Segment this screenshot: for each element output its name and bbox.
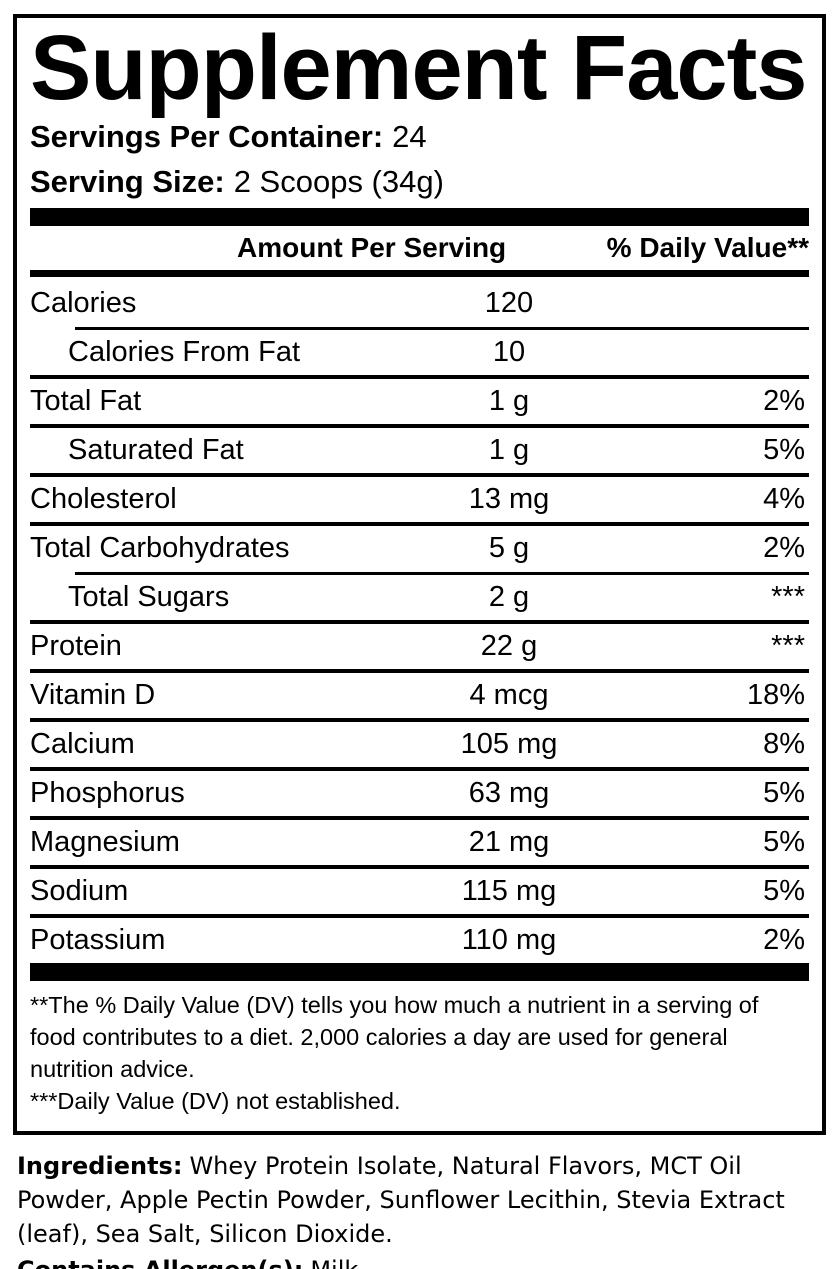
nutrient-amount: 2 g bbox=[488, 581, 530, 613]
serving-size: Serving Size: 2 Scoops (34g) bbox=[30, 159, 809, 204]
nutrient-row: Sodium 115 mg 5% bbox=[30, 865, 809, 914]
nutrient-dv: *** bbox=[771, 581, 805, 613]
nutrient-name: Total Fat bbox=[30, 385, 142, 417]
nutrient-amount: 105 mg bbox=[460, 728, 558, 760]
nutrient-name: Protein bbox=[30, 630, 122, 662]
allergens-value: Milk bbox=[310, 1256, 358, 1269]
nutrient-name: Calories From Fat bbox=[68, 336, 301, 368]
servings-per-container: Servings Per Container: 24 bbox=[30, 114, 809, 159]
supplement-facts-panel: Supplement Facts Servings Per Container:… bbox=[13, 14, 826, 1135]
not-established-footnote: ***Daily Value (DV) not established. bbox=[30, 1088, 401, 1114]
thick-divider-bottom bbox=[30, 963, 809, 981]
nutrient-name: Vitamin D bbox=[30, 679, 156, 711]
nutrient-row: Vitamin D 4 mcg 18% bbox=[30, 669, 809, 718]
nutrient-dv: 2% bbox=[763, 924, 805, 956]
nutrient-amount: 120 bbox=[484, 287, 534, 319]
ingredients-section: Ingredients: Whey Protein Isolate, Natura… bbox=[17, 1149, 822, 1269]
nutrient-amount: 5 g bbox=[488, 532, 530, 564]
serving-size-label: Serving Size: bbox=[30, 164, 225, 199]
nutrient-amount: 115 mg bbox=[461, 875, 557, 907]
serving-size-value: 2 Scoops (34g) bbox=[233, 164, 444, 199]
thick-divider-top bbox=[30, 208, 809, 226]
nutrient-row: Calcium 105 mg 8% bbox=[30, 718, 809, 767]
nutrient-row: Phosphorus 63 mg 5% bbox=[30, 767, 809, 816]
nutrient-dv: 2% bbox=[763, 385, 805, 417]
footnotes: **The % Daily Value (DV) tells you how m… bbox=[30, 981, 809, 1123]
nutrient-table: Calories 120 Calories From Fat 10 Total … bbox=[30, 277, 809, 963]
nutrient-row: Total Fat 1 g 2% bbox=[30, 375, 809, 424]
nutrient-name: Cholesterol bbox=[30, 483, 177, 515]
column-headers: Amount Per Serving % Daily Value** bbox=[30, 226, 809, 270]
nutrient-amount: 1 g bbox=[488, 385, 530, 417]
amount-per-serving-header: Amount Per Serving bbox=[237, 232, 507, 263]
nutrient-amount: 22 g bbox=[480, 630, 538, 662]
ingredients-label: Ingredients: bbox=[17, 1152, 183, 1180]
nutrient-dv: 8% bbox=[763, 728, 805, 760]
nutrient-row: Magnesium 21 mg 5% bbox=[30, 816, 809, 865]
nutrient-name: Total Sugars bbox=[68, 581, 230, 613]
nutrient-dv: 4% bbox=[763, 483, 805, 515]
panel-title: Supplement Facts bbox=[30, 17, 807, 119]
daily-value-footnote: **The % Daily Value (DV) tells you how m… bbox=[30, 992, 759, 1082]
nutrient-row: Total Carbohydrates 5 g 2% bbox=[30, 522, 809, 571]
ingredients-value: Whey Protein Isolate, Natural Flavors, M… bbox=[17, 1152, 785, 1248]
nutrient-amount: 63 mg bbox=[468, 777, 550, 809]
nutrient-amount: 4 mcg bbox=[469, 679, 549, 711]
nutrient-dv: 18% bbox=[746, 679, 805, 711]
nutrient-name: Phosphorus bbox=[30, 777, 185, 809]
servings-per-container-value: 24 bbox=[392, 119, 427, 154]
nutrient-amount: 1 g bbox=[488, 434, 530, 466]
nutrient-row: Calories 120 bbox=[30, 277, 809, 326]
nutrient-dv: 5% bbox=[763, 826, 805, 858]
nutrient-row: Protein 22 g *** bbox=[30, 620, 809, 669]
nutrient-name: Potassium bbox=[30, 924, 166, 956]
nutrient-row: Cholesterol 13 mg 4% bbox=[30, 473, 809, 522]
nutrient-row: Calories From Fat 10 bbox=[30, 326, 809, 375]
nutrient-name: Saturated Fat bbox=[68, 434, 244, 466]
nutrient-name: Calories bbox=[30, 287, 137, 319]
nutrient-dv: *** bbox=[771, 630, 805, 662]
header-divider bbox=[30, 270, 809, 277]
nutrient-row: Saturated Fat 1 g 5% bbox=[30, 424, 809, 473]
allergens-line: Contains Allergen(s): Milk bbox=[17, 1253, 822, 1269]
daily-value-header: % Daily Value** bbox=[606, 232, 809, 263]
nutrient-amount: 10 bbox=[492, 336, 526, 368]
nutrient-row: Potassium 110 mg 2% bbox=[30, 914, 809, 963]
nutrient-name: Magnesium bbox=[30, 826, 180, 858]
ingredients-line: Ingredients: Whey Protein Isolate, Natura… bbox=[17, 1149, 822, 1251]
nutrient-dv: 5% bbox=[763, 434, 805, 466]
nutrient-name: Total Carbohydrates bbox=[30, 532, 290, 564]
nutrient-amount: 21 mg bbox=[468, 826, 550, 858]
nutrient-dv: 5% bbox=[763, 777, 805, 809]
nutrient-dv: 5% bbox=[763, 875, 805, 907]
servings-per-container-label: Servings Per Container: bbox=[30, 119, 384, 154]
nutrient-amount: 110 mg bbox=[461, 924, 557, 956]
nutrient-name: Sodium bbox=[30, 875, 129, 907]
allergens-label: Contains Allergen(s): bbox=[17, 1256, 303, 1269]
nutrient-row: Total Sugars 2 g *** bbox=[30, 571, 809, 620]
nutrient-dv: 2% bbox=[763, 532, 805, 564]
nutrient-name: Calcium bbox=[30, 728, 135, 760]
nutrient-amount: 13 mg bbox=[468, 483, 550, 515]
